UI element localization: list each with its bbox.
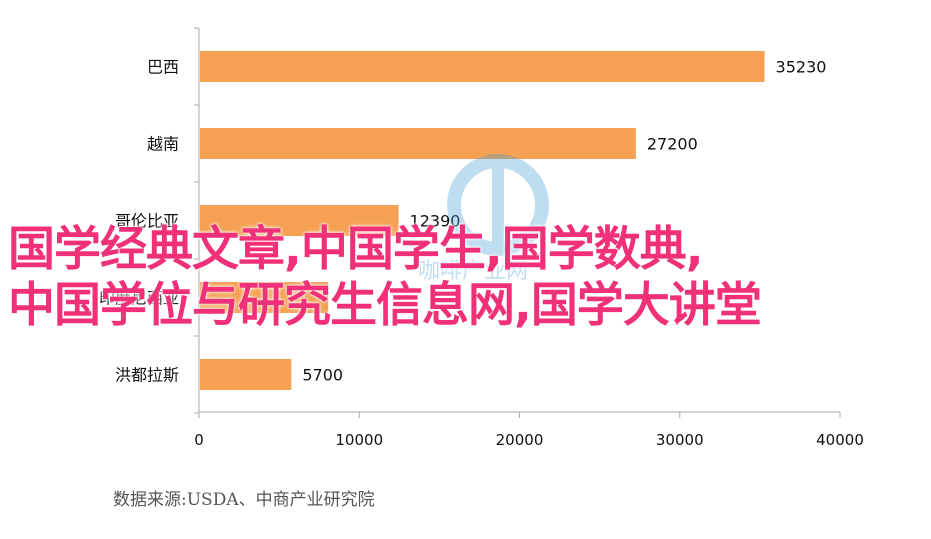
x-tick-label: 40000 [816, 431, 864, 449]
watermark-logo: 咖啡产业网 [408, 150, 608, 290]
category-label: 巴西 [147, 58, 179, 77]
overlay-headline-line2: 中国学位与研究生信息网,国学大讲堂 [8, 278, 762, 333]
x-tick-label: 10000 [335, 431, 383, 449]
source-note: 数据来源:USDA、中商产业研究院 [113, 490, 375, 510]
x-tick-label: 20000 [496, 431, 544, 449]
category-label: 越南 [147, 135, 179, 154]
bar [200, 51, 765, 82]
watermark-text: 咖啡产业网 [418, 259, 528, 284]
x-tick-label: 0 [194, 431, 204, 449]
bar [200, 359, 292, 390]
chart-labels: 0 10000 20000 30000 40000 巴西 35230 越南 27200 哥伦比亚 1… [99, 58, 864, 450]
bar-value-label: 35230 [776, 58, 827, 77]
bar-value-label: 5700 [302, 366, 343, 385]
category-label: 印度尼西亚 [99, 289, 179, 308]
chart-axes [194, 27, 841, 418]
bar [200, 282, 329, 313]
chart-bars [200, 51, 765, 390]
x-tick-label: 30000 [656, 431, 704, 449]
category-label: 洪都拉斯 [115, 366, 179, 385]
bar-value-label: 12390 [410, 212, 461, 231]
overlay-headline-line1: 国学经典文章,中国学生,国学数典, [8, 222, 704, 277]
bar [200, 205, 399, 236]
bar-value-label: 27200 [647, 135, 698, 154]
category-label: 哥伦比亚 [115, 212, 179, 231]
bar [200, 128, 636, 159]
